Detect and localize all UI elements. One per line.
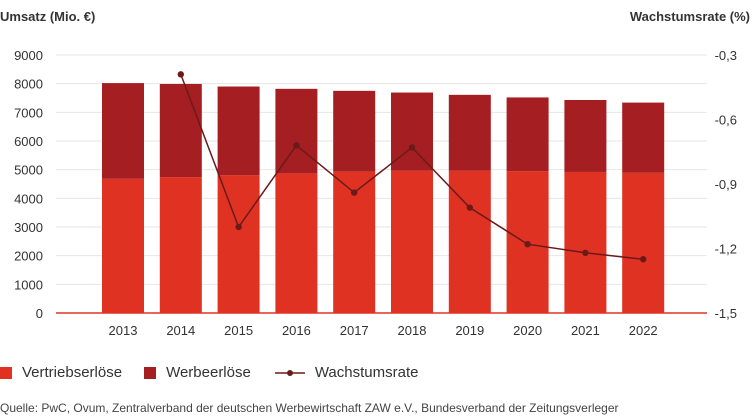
left-tick-label: 5000 [14, 163, 43, 178]
legend-label-wachstum: Wachstumsrate [314, 364, 419, 381]
bar-vertriebserloese [622, 172, 665, 313]
legend-swatch-wachstum [274, 369, 305, 376]
x-tick-label: 2015 [224, 323, 253, 338]
legend-swatch-werbe [144, 366, 157, 379]
bar-werbeerloese [102, 83, 144, 179]
left-tick-label: 9000 [14, 48, 43, 63]
left-tick-label: 4000 [14, 191, 43, 206]
right-tick-label: -1,2 [715, 242, 737, 257]
bar-vertriebserloese [391, 170, 433, 313]
right-tick-label: -0,3 [715, 48, 737, 63]
left-tick-label: 0 [36, 306, 43, 321]
bar-werbeerloese [622, 102, 665, 173]
right-axis-title: Wachstumsrate (%) [630, 9, 750, 24]
growth-rate-point [466, 204, 473, 211]
growth-rate-point [235, 223, 242, 231]
bar-vertriebserloese [217, 175, 260, 313]
legend-item-vertrieb: Vertriebserlöse [0, 364, 122, 381]
bar-vertriebserloese [102, 178, 144, 313]
legend: Vertriebserlöse Werbeerlöse Wachstumsrat… [0, 364, 440, 381]
growth-rate-point [351, 189, 358, 196]
bar-werbeerloese [448, 94, 491, 171]
legend-swatch-vertrieb [0, 366, 12, 379]
left-tick-label: 3000 [14, 220, 43, 235]
legend-item-werbe: Werbeerlöse [144, 364, 251, 381]
legend-label-werbe: Werbeerlöse [166, 364, 251, 381]
left-tick-label: 6000 [14, 134, 43, 149]
bar-werbeerloese [275, 88, 318, 174]
right-tick-labels: -1,5 -1,2 -0,9 -0,6 -0,3 [715, 48, 737, 321]
x-tick-label: 2019 [455, 323, 484, 338]
legend-label-vertrieb: Vertriebserlöse [22, 364, 123, 381]
left-tick-labels: 0 1000 2000 3000 4000 5000 6000 7000 8000 9000 [14, 48, 43, 321]
x-tick-label: 2022 [629, 323, 658, 338]
x-tick-label: 2014 [166, 323, 195, 338]
growth-rate-point [582, 249, 589, 256]
right-tick-label: -0,6 [715, 113, 737, 128]
bar-werbeerloese [159, 83, 202, 178]
growth-rate-point [640, 256, 647, 263]
bar-vertriebserloese [159, 177, 202, 313]
bar-werbeerloese [217, 86, 260, 176]
growth-line [177, 71, 647, 263]
x-tick-label: 2021 [571, 323, 600, 338]
bar-vertriebserloese [564, 171, 607, 313]
x-tick-label: 2020 [513, 323, 542, 338]
gridlines [56, 54, 707, 314]
x-tick-labels: 2013 2014 2015 2016 2017 2018 2019 2020 2021 2022 [109, 323, 658, 338]
bar-werbeerloese [564, 100, 607, 172]
bar-vertriebserloese [275, 173, 318, 313]
source-note: Quelle: PwC, Ovum, Zentralverband der de… [0, 401, 619, 415]
left-tick-label: 1000 [14, 277, 43, 292]
bar-line-chart: Umsatz (Mio. €) Wachstumsrate (%) 0 1000 2… [0, 9, 750, 338]
left-axis-title: Umsatz (Mio. €) [0, 9, 95, 24]
x-tick-label: 2018 [398, 323, 427, 338]
bar-werbeerloese [333, 90, 376, 172]
growth-rate-point [524, 241, 531, 248]
left-tick-label: 8000 [14, 77, 43, 92]
x-tick-label: 2016 [282, 323, 311, 338]
bars [102, 83, 665, 313]
x-tick-label: 2017 [340, 323, 369, 338]
x-tick-label: 2013 [109, 323, 138, 338]
legend-item-wachstum: Wachstumsrate [273, 364, 419, 381]
left-tick-label: 2000 [14, 249, 43, 264]
growth-rate-point [177, 71, 184, 78]
left-tick-label: 7000 [14, 105, 43, 120]
right-tick-label: -0,9 [715, 177, 737, 192]
growth-rate-point [293, 142, 300, 149]
right-tick-label: -1,5 [715, 306, 737, 321]
bar-vertriebserloese [448, 170, 491, 313]
bar-werbeerloese [506, 97, 549, 172]
growth-rate-point [408, 144, 416, 151]
